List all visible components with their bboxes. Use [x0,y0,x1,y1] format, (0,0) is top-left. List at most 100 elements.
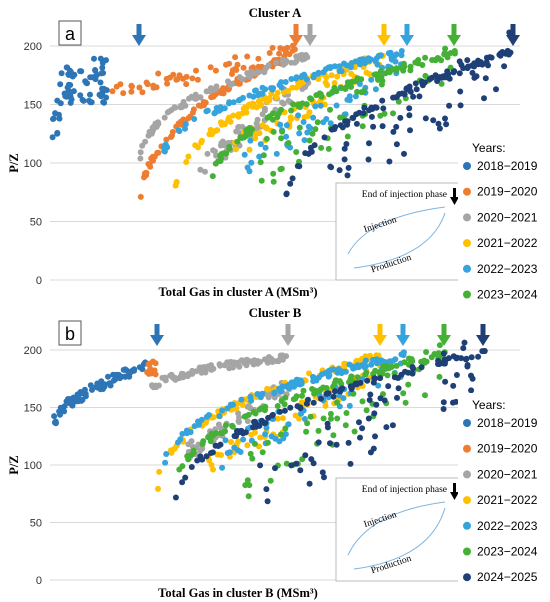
point-2024−2025 [371,375,378,382]
year-end-arrow [150,324,164,346]
point-2024−2025 [412,80,419,87]
point-2022−2023 [183,430,190,437]
point-2024−2025 [215,443,222,449]
year-end-arrow [506,24,520,46]
point-2022−2023 [368,361,375,368]
point-2024−2025 [341,145,348,152]
point-2022−2023 [389,358,396,364]
point-2022−2023 [219,464,226,471]
point-2018−2019 [103,94,110,101]
point-2023−2024 [258,177,265,184]
point-2018−2019 [100,85,107,92]
point-2023−2024 [354,88,361,95]
point-2024−2025 [473,73,480,80]
point-2023−2024 [423,349,430,355]
point-2023−2024 [312,126,319,133]
point-2022−2023 [191,116,198,122]
point-2020−2021 [178,102,184,109]
point-2024−2025 [293,460,300,467]
point-2023−2024 [304,420,311,427]
legend-title: Years: [472,141,506,155]
point-2023−2024 [436,373,443,380]
point-2021−2022 [170,446,176,453]
point-2018−2019 [94,71,100,78]
point-2022−2023 [262,144,269,151]
y-tick-label: 0 [36,275,42,287]
point-2023−2024 [402,399,409,406]
point-2023−2024 [354,374,361,381]
point-2023−2024 [209,432,216,439]
point-2023−2024 [277,166,284,173]
point-2024−2025 [457,88,464,95]
point-2021−2022 [214,451,221,458]
point-2023−2024 [352,78,359,85]
point-2019−2020 [147,163,154,170]
point-2023−2024 [245,411,252,418]
legend-marker [463,213,471,222]
point-2020−2021 [184,373,191,380]
point-2022−2023 [226,99,233,106]
point-2020−2021 [244,418,251,425]
point-2022−2023 [277,121,284,128]
legend-marker [463,264,471,273]
point-2018−2019 [57,100,64,107]
point-2024−2025 [471,60,478,67]
point-2021−2022 [289,84,296,91]
point-2023−2024 [338,85,345,91]
point-2023−2024 [199,441,206,447]
point-2024−2025 [501,63,508,70]
point-2023−2024 [334,415,341,422]
point-2023−2024 [358,89,365,96]
point-2020−2021 [193,368,200,375]
point-2023−2024 [393,362,400,369]
point-2024−2025 [453,398,459,405]
point-2021−2022 [288,116,295,123]
point-2021−2022 [239,401,246,408]
point-2020−2021 [253,120,260,127]
point-2018−2019 [58,70,65,77]
point-2024−2025 [385,383,392,390]
point-2022−2023 [182,121,189,128]
chart-title: Cluster B [249,305,302,320]
point-2022−2023 [271,389,278,396]
y-tick-label: 0 [36,575,42,587]
point-2023−2024 [303,101,310,108]
point-2020−2021 [232,361,239,368]
point-2019−2020 [169,129,176,135]
point-2024−2025 [357,379,364,386]
point-2023−2024 [252,410,259,417]
point-2024−2025 [442,378,449,385]
panel-tag: a [65,24,76,44]
chart-title: Cluster A [249,5,302,20]
inset-injection-curve [347,501,446,556]
point-2020−2021 [296,52,303,59]
point-2024−2025 [418,364,425,371]
point-2019−2020 [240,64,247,71]
point-2024−2025 [383,424,390,431]
point-2023−2024 [263,135,270,142]
point-2019−2020 [128,88,135,95]
point-2020−2021 [167,372,174,379]
legend-label: 2020−2021 [477,210,538,224]
point-2024−2025 [294,163,301,169]
point-2021−2022 [185,153,192,160]
point-2019−2020 [284,44,291,51]
point-2020−2021 [168,107,175,113]
point-2023−2024 [320,415,327,422]
point-2019−2020 [139,89,146,96]
point-2018−2019 [140,361,147,368]
point-2024−2025 [172,494,179,501]
legend-label: 2019−2020 [477,442,538,456]
point-2023−2024 [179,463,186,470]
point-2023−2024 [290,101,297,108]
point-2020−2021 [279,99,286,106]
point-2024−2025 [386,158,393,165]
point-2024−2025 [365,415,372,422]
point-2022−2023 [368,76,375,83]
point-2024−2025 [446,102,453,109]
point-2023−2024 [303,428,310,435]
point-2023−2024 [316,388,323,395]
point-2024−2025 [306,480,313,487]
point-2020−2021 [137,155,144,162]
point-2020−2021 [304,54,311,61]
